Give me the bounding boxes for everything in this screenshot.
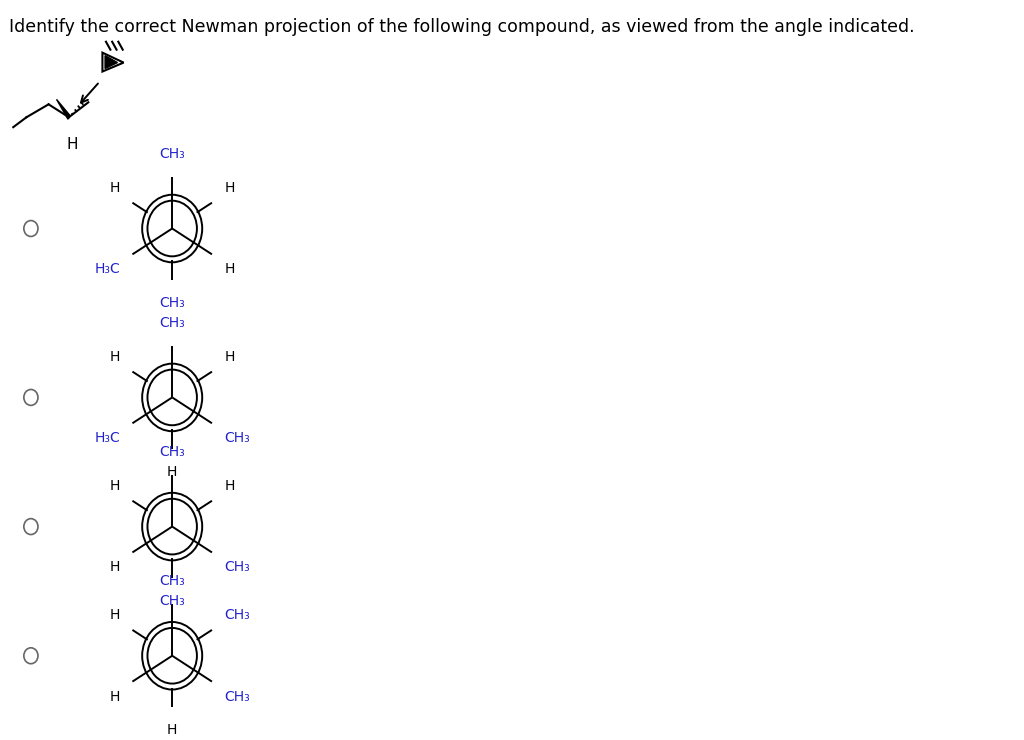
Text: H: H [167,723,177,737]
Text: H: H [110,479,120,493]
Text: CH₃: CH₃ [224,431,250,445]
Text: H₃C: H₃C [94,262,120,276]
Circle shape [147,628,197,684]
Text: H: H [167,465,177,479]
Polygon shape [105,56,118,69]
Text: H₃C: H₃C [94,431,120,445]
Text: H: H [224,479,234,493]
Text: CH₃: CH₃ [160,594,185,608]
Text: CH₃: CH₃ [160,316,185,330]
Circle shape [147,369,197,425]
Text: CH₃: CH₃ [224,560,250,574]
Circle shape [147,499,197,554]
Text: H: H [110,181,120,195]
Text: H: H [224,349,234,363]
Text: H: H [110,349,120,363]
Text: H: H [110,560,120,574]
Text: H: H [110,690,120,704]
Text: H: H [224,262,234,276]
Text: CH₃: CH₃ [160,147,185,161]
Circle shape [147,201,197,256]
Text: H: H [110,608,120,622]
Text: CH₃: CH₃ [224,608,250,622]
Text: CH₃: CH₃ [224,690,250,704]
Text: H: H [67,137,78,152]
Text: Identify the correct Newman projection of the following compound, as viewed from: Identify the correct Newman projection o… [9,18,914,36]
Text: H: H [224,181,234,195]
Text: CH₃: CH₃ [160,445,185,459]
Text: CH₃: CH₃ [160,574,185,588]
Text: CH₃: CH₃ [160,296,185,310]
Polygon shape [56,99,70,119]
